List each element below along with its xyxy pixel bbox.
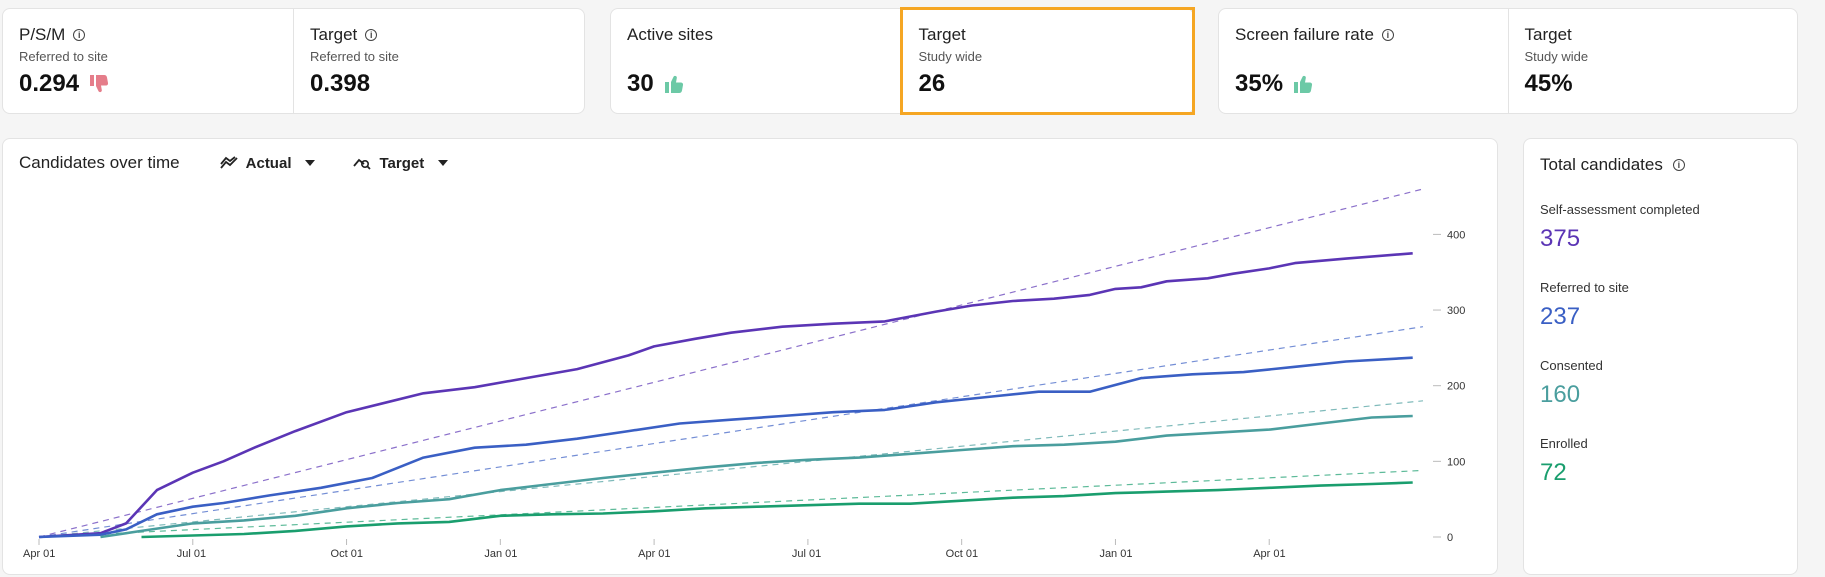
chart-header: Candidates over time Actual Target	[19, 153, 486, 173]
kpi-group-sites: Active sites 30 Target Study wide 26	[610, 7, 1195, 115]
chevron-down-icon	[438, 160, 449, 166]
kpi-screen-failure-target: Target Study wide 45%	[1507, 9, 1798, 113]
thumbs-up-icon	[664, 75, 683, 94]
info-icon[interactable]: i	[73, 29, 86, 41]
metric-value: 72	[1540, 459, 1567, 486]
y-tick-label: 300	[1447, 305, 1465, 317]
x-tick-label: Jul 01	[792, 548, 821, 560]
kpi-title-text: Target	[1524, 25, 1572, 44]
actual-lines-icon	[219, 156, 238, 169]
thumbs-up-icon	[1294, 75, 1313, 94]
kpi-title: Screen failure rate i	[1235, 25, 1492, 45]
series-line	[141, 481, 1413, 539]
kpi-subtitle: Study wide	[918, 49, 983, 64]
total-candidates-card: Total candidates i Self-assessment compl…	[1523, 138, 1798, 575]
metric-label: Referred to site	[1540, 280, 1629, 295]
x-tick-label: Oct 01	[946, 548, 978, 560]
kpi-screen-failure: Screen failure rate i 35%	[1219, 9, 1508, 113]
chart-title: Candidates over time	[19, 153, 180, 172]
y-tick-label: 0	[1447, 532, 1453, 544]
metric-enrolled: Enrolled 72	[1540, 436, 1781, 487]
target-dropdown[interactable]: Target	[353, 154, 449, 172]
kpi-active-sites: Active sites 30	[611, 9, 902, 113]
x-tick-label: Jan 01	[484, 548, 517, 560]
chevron-down-icon	[305, 160, 316, 166]
kpi-psm: P/S/M i Referred to site 0.294	[3, 9, 293, 113]
metric-self-assessment: Self-assessment completed 375	[1540, 202, 1781, 253]
metric-consented: Consented 160	[1540, 358, 1781, 409]
kpi-value: 0.294	[19, 70, 277, 98]
kpi-value-text: 35%	[1235, 70, 1284, 97]
x-tick-label: Apr 01	[1253, 548, 1285, 560]
kpi-value-text: 45%	[1524, 70, 1573, 97]
y-tick-label: 200	[1447, 381, 1465, 393]
kpi-subtitle	[627, 49, 886, 64]
metric-label: Consented	[1540, 358, 1603, 373]
metric-referred: Referred to site 237	[1540, 280, 1781, 331]
metric-value: 375	[1540, 225, 1581, 252]
kpi-subtitle	[1235, 49, 1492, 64]
metric-value: 237	[1540, 303, 1581, 330]
kpi-value: 30	[627, 70, 886, 98]
kpi-title-text: P/S/M	[19, 25, 66, 44]
candidates-chart-card: 0 100 200 300 400 Apr 01 Jul 01 Oct 01 Jan 01 Apr…	[2, 138, 1498, 575]
kpi-value-text: 26	[918, 70, 946, 97]
kpi-group-psm: P/S/M i Referred to site 0.294 Target i …	[2, 8, 585, 114]
thumbs-down-icon	[90, 74, 109, 93]
target-label: Target	[379, 154, 425, 172]
target-line	[38, 400, 1424, 538]
actual-dropdown[interactable]: Actual	[219, 154, 316, 172]
kpi-title: P/S/M i	[19, 25, 277, 45]
kpi-value-text: 0.294	[19, 70, 80, 97]
kpi-sites-target[interactable]: Target Study wide 26	[899, 7, 1195, 115]
total-title-text: Total candidates	[1540, 155, 1663, 174]
total-title: Total candidates i	[1540, 155, 1781, 175]
metric-label: Self-assessment completed	[1540, 202, 1700, 217]
x-tick-label: Apr 01	[638, 548, 670, 560]
series-line	[100, 414, 1413, 539]
target-line	[38, 188, 1424, 538]
kpi-title-text: Active sites	[627, 25, 713, 44]
kpi-title-text: Target	[918, 25, 966, 44]
info-icon[interactable]: i	[1381, 29, 1394, 41]
kpi-value: 35%	[1235, 70, 1492, 98]
metric-label: Enrolled	[1540, 436, 1588, 451]
kpi-subtitle: Referred to site	[310, 49, 399, 64]
metric-value: 160	[1540, 381, 1581, 408]
y-tick-label: 400	[1447, 229, 1465, 241]
x-tick-label: Jul 01	[177, 548, 206, 560]
target-line	[38, 326, 1424, 538]
x-tick-label: Oct 01	[331, 548, 363, 560]
series-line	[38, 252, 1413, 539]
candidates-line-chart: 0 100 200 300 400 Apr 01 Jul 01 Oct 01 Jan 01 Apr…	[23, 188, 1465, 560]
series-line	[38, 356, 1413, 539]
kpi-psm-target: Target i Referred to site 0.398	[293, 9, 584, 113]
kpi-title: Target i	[310, 25, 568, 45]
kpi-value-text: 30	[627, 70, 654, 97]
kpi-title-text: Target	[310, 25, 358, 44]
y-tick-label: 100	[1447, 456, 1465, 468]
kpi-group-screen-failure: Screen failure rate i 35% Target Study w…	[1218, 8, 1798, 114]
info-icon[interactable]: i	[1672, 159, 1685, 171]
kpi-title-text: Screen failure rate	[1235, 25, 1374, 44]
target-lines-icon	[353, 158, 372, 170]
x-tick-label: Jan 01	[1099, 548, 1132, 560]
info-icon[interactable]: i	[365, 29, 378, 41]
kpi-subtitle: Referred to site	[19, 49, 108, 64]
x-tick-label: Apr 01	[23, 548, 55, 560]
target-line	[38, 469, 1424, 538]
actual-label: Actual	[245, 154, 292, 172]
kpi-subtitle: Study wide	[1524, 49, 1589, 64]
kpi-value-text: 0.398	[310, 70, 371, 97]
